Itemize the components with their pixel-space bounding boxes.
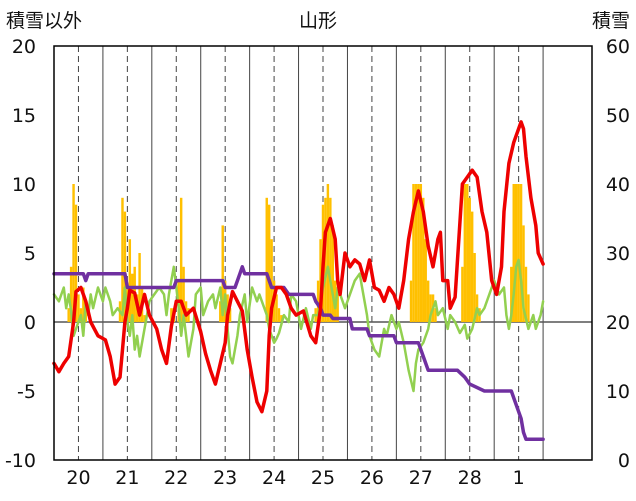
y-left-tick-label: 15 bbox=[12, 105, 36, 127]
precipitation-bar bbox=[463, 184, 467, 322]
y-left-tick-label: 5 bbox=[24, 243, 36, 265]
x-tick-label: 21 bbox=[115, 467, 139, 489]
precipitation-bar bbox=[326, 184, 330, 322]
precipitation-bar bbox=[512, 184, 515, 322]
precipitation-bar bbox=[270, 239, 273, 322]
y-right-tick-label: 30 bbox=[606, 243, 630, 265]
precipitation-bar bbox=[72, 184, 75, 322]
x-tick-label: 27 bbox=[409, 467, 433, 489]
y-left-tick-label: -5 bbox=[17, 381, 36, 403]
chart-title: 山形 bbox=[299, 10, 337, 32]
precipitation-bar bbox=[470, 211, 474, 322]
precipitation-bar bbox=[409, 280, 413, 322]
precipitation-bar bbox=[329, 197, 332, 322]
x-tick-label: 23 bbox=[213, 467, 237, 489]
precipitation-bar bbox=[519, 184, 523, 322]
y-right-tick-label: 60 bbox=[606, 36, 630, 58]
precipitation-bar bbox=[517, 184, 520, 322]
precipitation-bar bbox=[277, 308, 281, 322]
precipitation-bar bbox=[69, 266, 73, 322]
precipitation-bar bbox=[522, 225, 525, 322]
y-right-tick-label: 10 bbox=[606, 381, 630, 403]
y-right-tick-label: 40 bbox=[606, 174, 630, 196]
precipitation-bar bbox=[417, 184, 420, 322]
x-tick-label: 20 bbox=[66, 467, 90, 489]
precipitation-bar bbox=[331, 225, 335, 322]
plot-border bbox=[53, 45, 593, 461]
y-right-tick-label: 20 bbox=[606, 312, 630, 334]
precipitation-bar bbox=[510, 266, 513, 322]
precipitation-bar bbox=[143, 315, 146, 322]
y-left-tick-label: 20 bbox=[12, 36, 36, 58]
precipitation-bar bbox=[77, 294, 80, 322]
precipitation-bar bbox=[336, 294, 339, 322]
precipitation-bar bbox=[67, 308, 70, 322]
precipitation-bar bbox=[316, 280, 320, 322]
y-left-tick-label: -10 bbox=[5, 450, 36, 472]
precipitation-bar bbox=[473, 253, 476, 322]
precipitation-bar bbox=[468, 197, 471, 322]
precipitation-bar bbox=[82, 287, 85, 322]
precipitation-bar bbox=[74, 204, 78, 322]
precipitation-bar bbox=[123, 211, 127, 322]
precipitation-bar bbox=[412, 184, 415, 322]
precipitation-bar bbox=[424, 239, 427, 322]
x-tick-label: 22 bbox=[164, 467, 188, 489]
y-left-axis-label: 積雪以外 bbox=[6, 10, 82, 32]
series-line-humidity_like bbox=[52, 258, 545, 393]
precipitation-bar bbox=[414, 184, 418, 322]
precipitation-bar bbox=[461, 266, 464, 322]
series-line-temperature bbox=[52, 120, 545, 414]
precipitation-bar bbox=[265, 197, 268, 322]
precipitation-bar bbox=[434, 308, 437, 322]
y-right-tick-label: 0 bbox=[618, 450, 630, 472]
precipitation-bar bbox=[324, 197, 327, 322]
precipitation-bar bbox=[131, 273, 134, 322]
x-tick-label: 25 bbox=[311, 467, 335, 489]
precipitation-bar bbox=[429, 294, 432, 322]
precipitation-bar bbox=[121, 197, 124, 322]
y-right-tick-label: 50 bbox=[606, 105, 630, 127]
precipitation-bar bbox=[280, 315, 283, 322]
precipitation-bar bbox=[170, 308, 173, 322]
precipitation-bar bbox=[514, 184, 518, 322]
x-tick-label: 26 bbox=[360, 467, 384, 489]
x-tick-label: 1 bbox=[513, 467, 525, 489]
precipitation-bar bbox=[524, 266, 528, 322]
precipitation-bar bbox=[228, 308, 232, 322]
precipitation-bar bbox=[179, 197, 183, 322]
precipitation-bar bbox=[466, 184, 469, 322]
series-lines bbox=[52, 120, 545, 442]
x-tick-label: 28 bbox=[458, 467, 482, 489]
precipitation-bar bbox=[267, 204, 271, 322]
plot-frame bbox=[53, 45, 593, 461]
x-tick-label: 24 bbox=[262, 467, 286, 489]
precipitation-bar bbox=[275, 294, 278, 322]
precipitation-bar bbox=[221, 225, 224, 322]
precipitation-bar bbox=[128, 239, 132, 322]
precipitation-bar bbox=[182, 266, 185, 322]
series-line-snow_depth bbox=[52, 265, 545, 442]
y-right-axis-label: 積雪 bbox=[592, 10, 630, 32]
precipitation-bar bbox=[426, 280, 430, 322]
precipitation-bar bbox=[419, 184, 423, 322]
precipitation-bar bbox=[422, 197, 425, 322]
y-left-tick-label: 0 bbox=[24, 312, 36, 334]
precipitation-bar bbox=[219, 301, 222, 322]
precipitation-bar bbox=[527, 294, 530, 322]
y-left-tick-label: 10 bbox=[12, 174, 36, 196]
